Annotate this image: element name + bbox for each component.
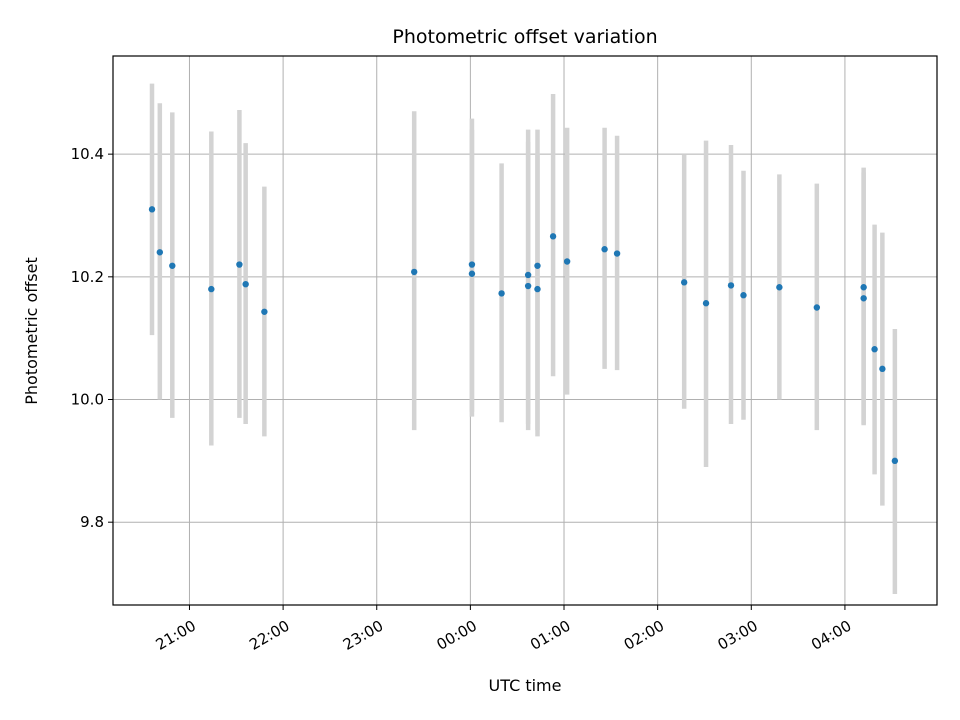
data-point <box>563 258 571 265</box>
data-point <box>524 282 532 290</box>
x-axis-label: UTC time <box>489 676 562 695</box>
data-point <box>680 279 688 286</box>
data-point <box>871 346 878 353</box>
data-point <box>410 268 418 276</box>
data-point <box>534 262 541 269</box>
data-point <box>534 285 541 293</box>
data-point <box>468 261 476 268</box>
y-tick-label: 10.2 <box>71 268 104 286</box>
data-point <box>236 261 243 268</box>
data-point <box>242 280 249 288</box>
data-point <box>549 233 557 240</box>
data-point <box>740 292 747 299</box>
data-point <box>776 284 783 291</box>
y-tick-label: 10.4 <box>71 145 104 163</box>
data-point <box>727 282 735 289</box>
data-point <box>879 365 886 373</box>
data-point <box>860 295 867 302</box>
data-point <box>498 290 505 297</box>
data-point <box>813 304 821 311</box>
data-point <box>261 308 268 315</box>
data-point <box>860 284 867 291</box>
grid-lines <box>113 56 937 605</box>
data-point <box>208 285 215 293</box>
chart-title: Photometric offset variation <box>392 26 657 48</box>
data-point <box>169 262 176 269</box>
data-point <box>702 300 710 307</box>
data-point <box>524 271 532 279</box>
y-tick-label: 9.8 <box>80 513 104 531</box>
data-point <box>468 270 476 277</box>
plot-frame <box>112 55 938 606</box>
y-axis-label: Photometric offset <box>22 257 41 405</box>
y-tick-label: 10.0 <box>71 391 104 409</box>
data-point <box>156 249 164 256</box>
data-points <box>148 206 899 465</box>
data-point <box>148 206 156 213</box>
data-point <box>601 246 608 253</box>
data-point <box>891 457 899 465</box>
data-point <box>613 250 621 257</box>
